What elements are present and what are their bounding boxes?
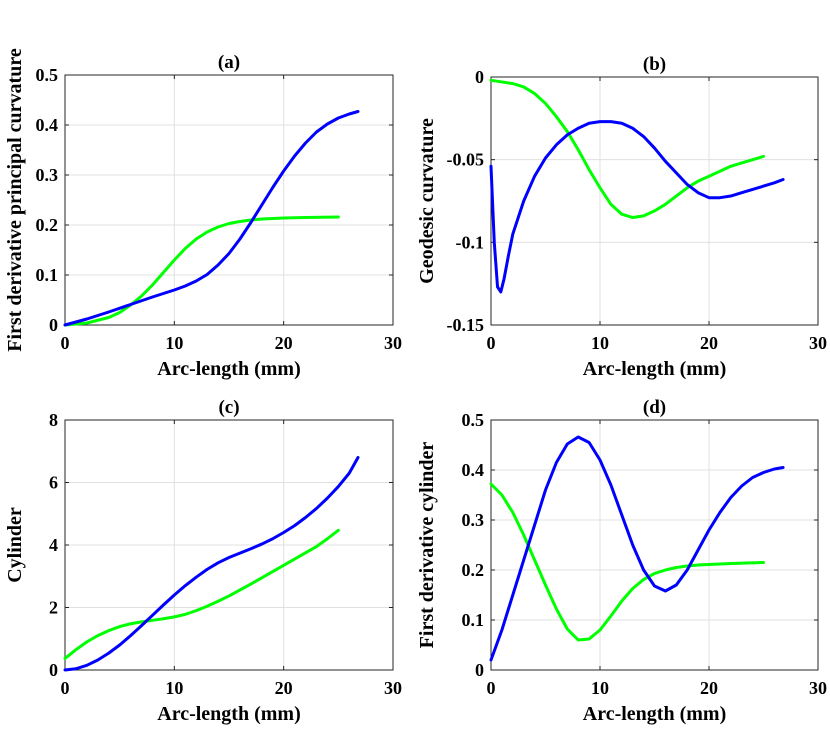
x-tick-label: 10 bbox=[165, 333, 183, 353]
axes-box bbox=[64, 74, 394, 326]
series-line-green bbox=[63, 528, 340, 660]
y-tick-label: 0 bbox=[49, 315, 58, 335]
y-tick-label: 0.3 bbox=[36, 165, 59, 185]
y-tick-label: 0 bbox=[49, 660, 58, 680]
y-tick-label: 0.2 bbox=[462, 560, 485, 580]
x-axis-label: Arc-length (mm) bbox=[157, 358, 300, 380]
y-axis-label: Cylinder bbox=[4, 507, 26, 583]
y-tick-label: -0.1 bbox=[456, 232, 485, 252]
panel-d: 0 10 20 30 0 0.1 0.2 0.3 0.4 0.5 (d) Arc-length (mm… bbox=[416, 397, 827, 725]
panel-b: 0 10 20 30 0 -0.05 -0.1 -0.15 (b) Arc-length (mm)… bbox=[416, 54, 827, 380]
y-tick-label: 0.4 bbox=[462, 460, 485, 480]
series-line-blue bbox=[489, 120, 785, 294]
x-tick-label: 0 bbox=[61, 333, 70, 353]
panel-c: 0 10 20 30 0 2 4 6 8 (c) Arc-length (mm) Cylinder bbox=[4, 397, 402, 725]
panel-title: (a) bbox=[218, 52, 240, 73]
y-tick-label: 0 bbox=[475, 67, 484, 87]
axes-box bbox=[490, 419, 819, 671]
x-tick-label: 20 bbox=[275, 333, 293, 353]
panel-title: (b) bbox=[643, 54, 666, 75]
y-tick-label: 4 bbox=[49, 535, 58, 555]
x-tick-label: 20 bbox=[700, 333, 718, 353]
x-axis-label: Arc-length (mm) bbox=[157, 703, 300, 725]
y-tick-label: 0.5 bbox=[36, 65, 59, 85]
y-tick-label: 0.5 bbox=[462, 410, 485, 430]
y-tick-label: 0.4 bbox=[36, 115, 59, 135]
x-tick-label: 10 bbox=[591, 678, 609, 698]
series-line-blue bbox=[489, 435, 785, 662]
y-tick-label: 0.1 bbox=[462, 610, 485, 630]
x-tick-label: 30 bbox=[809, 678, 827, 698]
y-tick-label: 0.3 bbox=[462, 510, 485, 530]
panel-title: (d) bbox=[643, 397, 666, 418]
y-tick-label: 6 bbox=[49, 473, 58, 493]
y-tick-label: 8 bbox=[49, 410, 58, 430]
axes-box bbox=[490, 76, 819, 326]
panel-a: 0 10 20 30 0 0.1 0.2 0.3 0.4 0.5 (a) Arc-length (mm… bbox=[4, 48, 402, 380]
y-tick-label: 0 bbox=[475, 660, 484, 680]
x-tick-label: 0 bbox=[61, 678, 70, 698]
y-tick-label: 0.1 bbox=[36, 265, 59, 285]
x-tick-label: 20 bbox=[700, 678, 718, 698]
y-tick-label: -0.15 bbox=[447, 315, 485, 335]
x-tick-label: 10 bbox=[591, 333, 609, 353]
x-tick-label: 30 bbox=[384, 333, 402, 353]
x-tick-label: 30 bbox=[384, 678, 402, 698]
series-line-blue bbox=[63, 456, 360, 672]
y-tick-label: -0.05 bbox=[447, 150, 485, 170]
y-axis-label: First derivative cylinder bbox=[416, 442, 438, 649]
panel-title: (c) bbox=[218, 397, 239, 418]
series-line-green bbox=[489, 78, 765, 220]
x-tick-label: 10 bbox=[165, 678, 183, 698]
y-tick-label: 2 bbox=[49, 598, 58, 618]
x-tick-label: 0 bbox=[487, 678, 496, 698]
x-tick-label: 30 bbox=[809, 333, 827, 353]
x-tick-label: 0 bbox=[487, 333, 496, 353]
x-tick-label: 20 bbox=[275, 678, 293, 698]
y-axis-label: First derivative principal curvature bbox=[4, 48, 26, 352]
series-line-blue bbox=[63, 110, 360, 327]
series-line-green bbox=[63, 215, 340, 327]
x-axis-label: Arc-length (mm) bbox=[583, 703, 726, 725]
x-axis-label: Arc-length (mm) bbox=[583, 358, 726, 380]
y-axis-label: Geodesic curvature bbox=[416, 118, 438, 284]
y-tick-label: 0.2 bbox=[36, 215, 59, 235]
